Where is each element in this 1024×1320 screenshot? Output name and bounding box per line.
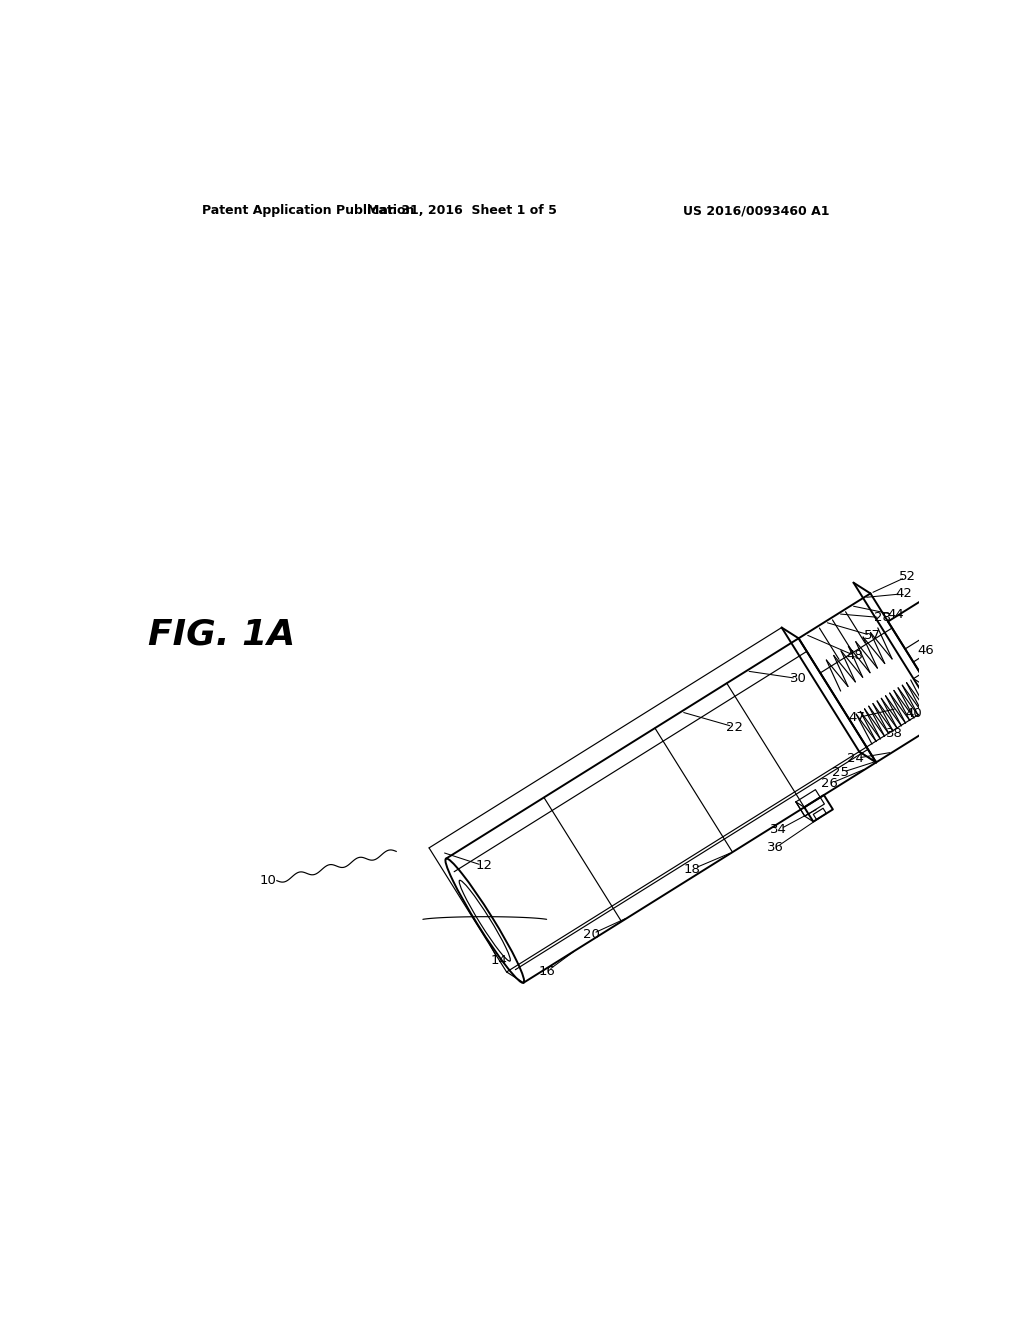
- Text: 12: 12: [476, 859, 493, 873]
- Text: 48: 48: [847, 649, 863, 663]
- Text: Patent Application Publication: Patent Application Publication: [202, 205, 415, 218]
- Text: 36: 36: [767, 841, 783, 854]
- Text: 20: 20: [583, 928, 599, 941]
- Text: Mar. 31, 2016  Sheet 1 of 5: Mar. 31, 2016 Sheet 1 of 5: [367, 205, 557, 218]
- Text: 16: 16: [538, 965, 555, 978]
- Text: 25: 25: [833, 766, 849, 779]
- Text: 34: 34: [770, 824, 787, 837]
- Text: 57: 57: [864, 630, 881, 643]
- Text: 52: 52: [899, 570, 915, 583]
- Text: 24: 24: [847, 752, 864, 764]
- Text: FIG. 1A: FIG. 1A: [147, 618, 295, 651]
- Text: 22: 22: [726, 721, 743, 734]
- Text: 44: 44: [887, 609, 904, 622]
- Text: 46: 46: [918, 644, 934, 657]
- Text: 26: 26: [821, 777, 838, 791]
- Text: 42: 42: [896, 587, 912, 601]
- Text: 40: 40: [905, 708, 922, 721]
- Text: 38: 38: [887, 727, 903, 741]
- Text: 47: 47: [849, 711, 865, 725]
- Text: 10: 10: [259, 874, 276, 887]
- Text: 30: 30: [791, 672, 807, 685]
- Text: 18: 18: [684, 862, 700, 875]
- Text: US 2016/0093460 A1: US 2016/0093460 A1: [683, 205, 829, 218]
- Text: 28: 28: [874, 611, 891, 624]
- Text: 14: 14: [490, 954, 507, 968]
